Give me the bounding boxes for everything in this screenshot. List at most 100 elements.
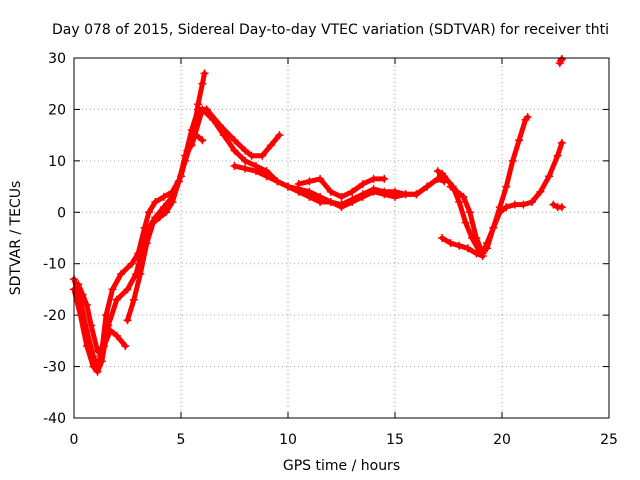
x-axis-label: GPS time / hours bbox=[283, 458, 400, 474]
data-point-marker bbox=[142, 239, 151, 248]
data-point-marker bbox=[305, 192, 314, 201]
axis-ticks: 0 5 10 15 20 25 -40 -30 -20 -10 0 10 20 30 bbox=[43, 51, 618, 448]
data-point-marker bbox=[209, 115, 218, 124]
data-point-marker bbox=[455, 241, 464, 250]
y-tick-label: 0 bbox=[57, 205, 66, 221]
data-point-marker bbox=[106, 326, 115, 335]
series-arc-6 bbox=[230, 162, 449, 212]
series-arc-7 bbox=[294, 174, 389, 201]
data-point-marker bbox=[230, 146, 239, 155]
data-point-marker bbox=[74, 280, 83, 289]
data-point-marker bbox=[99, 342, 108, 350]
data-point-marker bbox=[316, 198, 325, 206]
data-point-marker bbox=[326, 198, 335, 206]
data-point-marker bbox=[348, 187, 357, 196]
data-point-marker bbox=[198, 136, 207, 145]
y-tick-label: 30 bbox=[48, 51, 66, 67]
data-point-marker bbox=[102, 311, 111, 320]
data-point-marker bbox=[174, 177, 183, 186]
y-tick-label: -10 bbox=[43, 257, 66, 273]
y-axis-label: SDTVAR / TECUs bbox=[8, 181, 24, 296]
data-point-marker bbox=[76, 311, 85, 320]
data-point-marker bbox=[465, 208, 474, 217]
data-point-marker bbox=[230, 162, 239, 170]
data-point-marker bbox=[459, 192, 468, 201]
data-point-marker bbox=[358, 180, 367, 188]
series-trace bbox=[448, 140, 565, 256]
data-point-marker bbox=[438, 234, 447, 242]
data-point-marker bbox=[151, 198, 160, 206]
data-point-marker bbox=[262, 172, 271, 181]
data-point-marker bbox=[144, 208, 153, 217]
data-point-marker bbox=[440, 172, 449, 181]
data-point-marker bbox=[93, 347, 102, 356]
data-point-marker bbox=[123, 316, 132, 325]
data-point-marker bbox=[478, 252, 487, 260]
data-point-marker bbox=[93, 367, 102, 376]
data-point-marker bbox=[159, 192, 168, 201]
grid-lines bbox=[74, 58, 609, 418]
data-point-marker bbox=[519, 200, 528, 209]
data-point-marker bbox=[219, 131, 228, 140]
data-series bbox=[70, 55, 566, 376]
data-point-marker bbox=[275, 131, 284, 140]
data-point-marker bbox=[472, 234, 481, 242]
series-trace bbox=[189, 106, 445, 208]
data-point-marker bbox=[502, 182, 511, 191]
data-point-marker bbox=[527, 198, 536, 206]
series-trace bbox=[125, 106, 282, 323]
data-point-marker bbox=[348, 198, 357, 206]
data-point-marker bbox=[181, 151, 190, 160]
data-point-marker bbox=[495, 208, 504, 217]
data-point-marker bbox=[412, 190, 421, 199]
y-tick-label: -20 bbox=[43, 308, 66, 324]
data-point-marker bbox=[198, 79, 207, 88]
plot-frame bbox=[73, 57, 610, 419]
data-point-marker bbox=[337, 203, 346, 212]
data-point-marker bbox=[266, 141, 275, 150]
data-point-marker bbox=[455, 198, 464, 206]
data-point-marker bbox=[136, 270, 145, 278]
data-point-marker bbox=[515, 136, 524, 145]
y-tick-label: -40 bbox=[43, 411, 66, 427]
data-point-marker bbox=[251, 167, 260, 176]
data-point-marker bbox=[557, 203, 566, 212]
x-tick-label: 20 bbox=[493, 432, 511, 448]
data-point-marker bbox=[129, 295, 138, 304]
data-point-marker bbox=[553, 151, 562, 160]
y-tick-label: 10 bbox=[48, 154, 66, 170]
data-point-marker bbox=[423, 182, 432, 191]
data-point-marker bbox=[557, 138, 566, 147]
data-point-marker bbox=[502, 203, 511, 212]
data-point-marker bbox=[391, 192, 399, 201]
data-point-marker bbox=[247, 151, 256, 160]
data-point-marker bbox=[523, 113, 532, 122]
series-arc-11 bbox=[549, 200, 566, 212]
series-arc-12 bbox=[555, 55, 566, 68]
data-point-marker bbox=[510, 200, 519, 209]
x-tick-label: 15 bbox=[386, 432, 404, 448]
data-point-marker bbox=[97, 357, 106, 366]
data-point-marker bbox=[483, 239, 492, 248]
data-point-marker bbox=[326, 187, 335, 196]
data-point-marker bbox=[155, 213, 164, 222]
data-point-marker bbox=[112, 331, 121, 340]
data-point-marker bbox=[127, 259, 136, 268]
data-point-marker bbox=[82, 300, 91, 309]
data-point-marker bbox=[149, 218, 158, 227]
data-point-marker bbox=[472, 249, 481, 258]
series-arc-10 bbox=[438, 234, 487, 260]
x-tick-label: 10 bbox=[279, 432, 297, 448]
data-point-marker bbox=[168, 198, 177, 206]
series-arc-3 bbox=[74, 280, 130, 356]
data-point-marker bbox=[87, 321, 96, 330]
x-tick-label: 0 bbox=[70, 432, 79, 448]
data-point-marker bbox=[433, 174, 442, 183]
data-point-marker bbox=[258, 151, 267, 160]
data-point-marker bbox=[369, 174, 378, 183]
data-point-marker bbox=[463, 244, 472, 253]
data-point-marker bbox=[557, 55, 566, 64]
data-point-marker bbox=[108, 285, 117, 294]
data-point-marker bbox=[241, 164, 250, 173]
